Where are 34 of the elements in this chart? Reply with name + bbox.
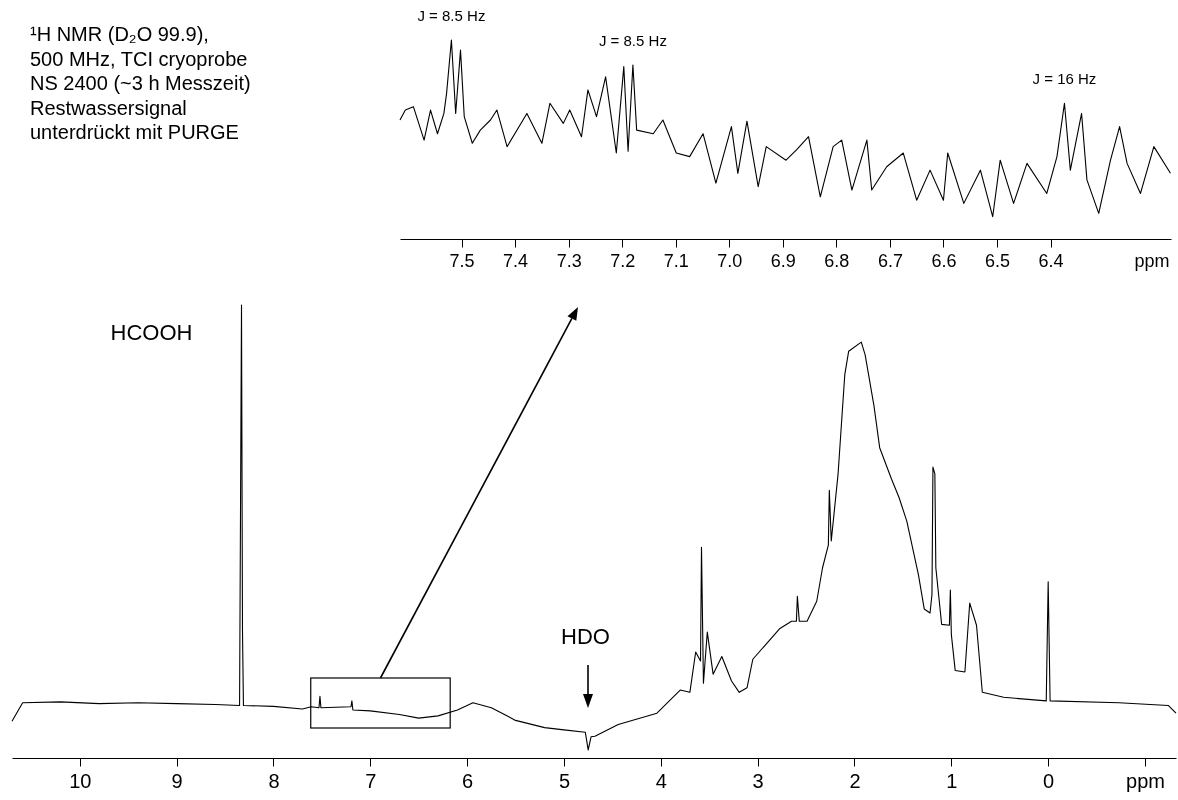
text: ¹H NMR (D₂O 99.9), [30, 22, 210, 47]
x-tick-label: 7.4 [503, 250, 529, 271]
x-tick-label: 9 [171, 769, 183, 792]
x-tick-label: 5 [558, 769, 571, 792]
x-tick-label: 6.8 [824, 250, 850, 271]
x-tick-label: 6.9 [770, 250, 796, 271]
x-tick-label: 7.2 [610, 250, 636, 271]
x-tick-label: 7.0 [717, 250, 743, 271]
annotation: HCOOH [110, 320, 193, 345]
text: NS 2400 (~3 h Messzeit) [30, 71, 251, 96]
annotation: J = 16 Hz [1032, 70, 1097, 88]
x-tick-label: 2 [849, 769, 861, 792]
x-tick-label: 4 [655, 769, 667, 792]
x-tick-label: 6.4 [1038, 250, 1064, 271]
x-tick-label: 7 [365, 769, 377, 792]
text: 500 MHz, TCI cryoprobe [30, 46, 249, 71]
text: Restwassersignal [30, 95, 188, 120]
x-tick-label: 3 [752, 769, 764, 792]
annotation: HDO [561, 624, 610, 650]
annotation: J = 8.5 Hz [598, 32, 667, 50]
annotation: J = 8.5 Hz [417, 7, 486, 24]
x-tick-label: 10 [69, 769, 92, 792]
x-tick-label: 7.3 [556, 250, 582, 271]
x-tick-label: ppm [1126, 769, 1165, 792]
x-tick-label: 0 [1043, 769, 1055, 792]
x-tick-label: 6.5 [984, 250, 1011, 271]
x-tick-label: 7.5 [449, 250, 475, 271]
x-tick-label: 6.6 [931, 250, 957, 271]
x-tick-label: 8 [268, 769, 280, 792]
x-tick-label: 1 [946, 769, 958, 792]
text: unterdrückt mit PURGE [30, 120, 240, 145]
x-tick-label: 6.7 [877, 250, 903, 271]
x-tick-label: 7.1 [663, 250, 689, 271]
x-tick-label: 6 [462, 769, 474, 792]
